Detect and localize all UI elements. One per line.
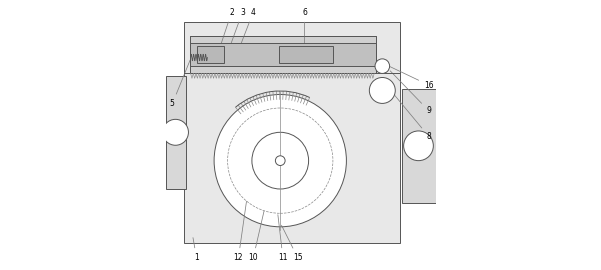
Text: 16: 16 [388,65,433,90]
Text: 11: 11 [278,215,288,262]
Bar [185,22,400,243]
Bar [165,76,186,189]
Text: 1: 1 [193,238,199,262]
Text: 2: 2 [218,8,234,54]
Text: 3: 3 [227,8,245,54]
Text: 5: 5 [170,60,190,109]
Bar [190,43,376,66]
Circle shape [228,108,333,213]
Text: 15: 15 [281,225,303,262]
Text: 6: 6 [302,8,307,47]
Circle shape [404,131,433,161]
Bar [197,46,224,63]
Text: 4: 4 [238,8,255,51]
Circle shape [162,119,189,145]
Circle shape [214,94,346,227]
Text: 12: 12 [234,151,254,262]
Text: 9: 9 [390,71,431,115]
Bar [279,46,333,63]
Bar [190,36,376,73]
Circle shape [375,59,389,73]
Circle shape [252,132,308,189]
Bar [401,89,436,202]
Text: 8: 8 [394,94,431,141]
Circle shape [275,156,285,166]
Circle shape [370,77,395,103]
Text: 10: 10 [248,198,267,262]
